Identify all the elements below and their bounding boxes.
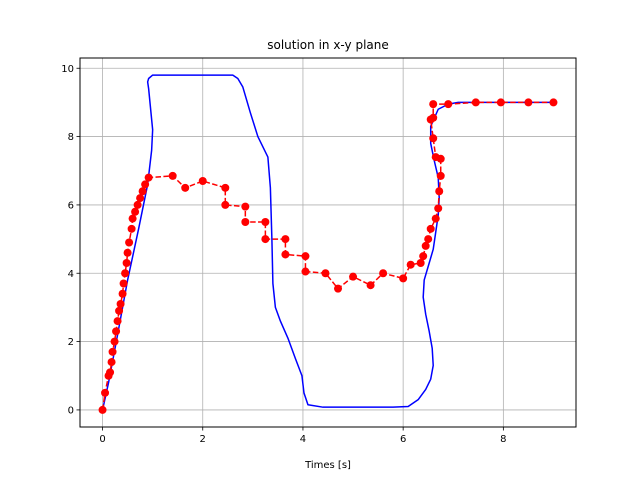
series-2-marker [524, 98, 533, 107]
series-2-marker [106, 368, 115, 377]
series-2-marker [261, 235, 270, 244]
y-tick-label: 4 [68, 269, 74, 280]
series-2-marker [121, 269, 130, 278]
x-tick-label: 2 [200, 434, 206, 445]
series-2-marker [168, 171, 177, 180]
series-2-marker [110, 337, 119, 346]
y-tick-label: 8 [68, 132, 74, 143]
x-tick-label: 4 [300, 434, 306, 445]
series-2-marker [141, 180, 150, 189]
x-tick-label: 8 [500, 434, 506, 445]
series-2-marker [424, 235, 433, 244]
series-2-marker [334, 284, 343, 293]
series-2-marker [98, 405, 107, 414]
series-2-marker [113, 317, 122, 326]
series-2-marker [549, 98, 558, 107]
series-2-marker [118, 289, 127, 298]
series-2-marker [321, 269, 330, 278]
series-2-marker [379, 269, 388, 278]
series-2-marker [496, 98, 505, 107]
series-2-marker [281, 235, 290, 244]
series-2-marker [436, 171, 445, 180]
series-2-marker [301, 267, 310, 276]
series-2-marker [241, 218, 250, 226]
series-2-marker [429, 100, 438, 109]
series-2-marker [115, 306, 124, 315]
x-tick-label: 6 [400, 434, 406, 445]
series-layer [98, 74, 558, 414]
series-2-marker [431, 153, 440, 162]
series-2-marker [421, 241, 430, 250]
series-2-marker [112, 327, 121, 336]
x-tick-label: 0 [99, 434, 105, 445]
series-2-marker [429, 113, 438, 122]
series-2-marker [198, 177, 207, 185]
y-tick-label: 6 [68, 200, 74, 211]
series-2-marker [281, 250, 290, 259]
series-2-marker [107, 358, 116, 367]
series-2-marker [416, 259, 425, 267]
series-2-marker [123, 248, 132, 257]
series-2-marker [181, 183, 190, 192]
series-2-marker [128, 214, 137, 223]
y-tick-label: 10 [61, 64, 74, 75]
series-2-marker [301, 252, 310, 261]
series-2-marker [426, 224, 435, 233]
series-2-marker [122, 259, 131, 267]
series-2-marker [144, 173, 153, 182]
x-axis-label: Times [s] [304, 460, 351, 471]
series-2-marker [431, 214, 440, 223]
series-2-marker [138, 187, 147, 196]
series-2-marker [101, 388, 110, 397]
series-2-marker [119, 279, 128, 288]
plot-area [80, 58, 576, 427]
series-2-marker [406, 260, 415, 269]
series-2-marker [444, 100, 453, 109]
series-2-marker [366, 281, 375, 290]
series-2-marker [241, 202, 250, 211]
series-2-marker [127, 224, 136, 233]
series-2-marker [221, 183, 230, 192]
series-2-marker [131, 207, 140, 216]
series-2-marker [125, 238, 134, 247]
series-2-marker [399, 274, 408, 283]
series-2-marker [419, 252, 428, 261]
series-2-marker [116, 300, 125, 308]
plot-frame [79, 57, 577, 428]
y-tick-label: 0 [68, 405, 74, 416]
series-2-marker [221, 200, 230, 209]
grid-lines [80, 58, 576, 427]
series-2-marker [136, 194, 145, 203]
series-2-marker [471, 98, 480, 107]
y-tick-label: 2 [68, 337, 74, 348]
series-2-marker [435, 187, 444, 196]
series-2-marker [349, 272, 358, 281]
series-2-marker [261, 218, 270, 226]
series-2-marker [429, 134, 438, 143]
series-2-marker [108, 347, 117, 356]
axis-ticks: 0 2 4 6 8 0 2 4 6 8 10 [61, 64, 506, 445]
chart-title: solution in x-y plane [267, 38, 389, 52]
series-2-marker [434, 204, 443, 213]
series-2-marker [133, 200, 142, 209]
